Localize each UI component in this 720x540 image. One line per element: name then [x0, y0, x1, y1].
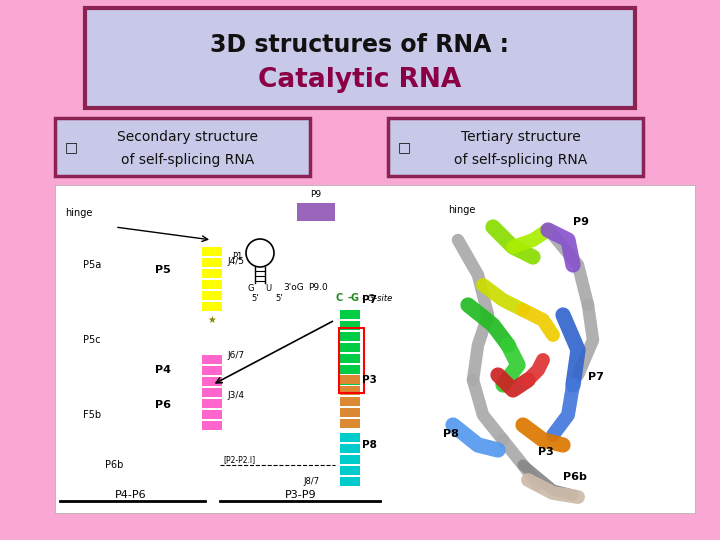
Text: P7: P7	[362, 295, 377, 305]
Text: P4: P4	[155, 365, 171, 375]
FancyBboxPatch shape	[340, 321, 360, 330]
Text: C: C	[335, 293, 342, 303]
Text: P3-P9: P3-P9	[285, 490, 317, 500]
Text: P4-P6: P4-P6	[115, 490, 147, 500]
FancyBboxPatch shape	[202, 410, 222, 419]
FancyBboxPatch shape	[340, 433, 360, 442]
Text: J6/7: J6/7	[227, 350, 244, 360]
FancyBboxPatch shape	[202, 366, 222, 375]
Text: P5: P5	[155, 265, 171, 275]
Text: P6b: P6b	[563, 472, 587, 482]
FancyBboxPatch shape	[340, 444, 360, 453]
Text: of self-splicing RNA: of self-splicing RNA	[121, 153, 254, 167]
FancyBboxPatch shape	[55, 185, 695, 513]
Text: 5': 5'	[251, 294, 258, 303]
Text: G: G	[248, 284, 254, 293]
Text: P8: P8	[443, 429, 459, 439]
FancyBboxPatch shape	[340, 354, 360, 363]
FancyBboxPatch shape	[340, 365, 360, 374]
FancyBboxPatch shape	[202, 399, 222, 408]
FancyBboxPatch shape	[202, 421, 222, 430]
FancyBboxPatch shape	[340, 397, 360, 406]
FancyBboxPatch shape	[202, 258, 222, 267]
Text: J4/5: J4/5	[227, 258, 244, 267]
Text: Tertiary structure: Tertiary structure	[461, 130, 580, 144]
Text: Catalytic RNA: Catalytic RNA	[258, 67, 462, 93]
Text: ★: ★	[207, 315, 217, 325]
FancyBboxPatch shape	[202, 280, 222, 289]
Text: of self-splicing RNA: of self-splicing RNA	[454, 153, 587, 167]
Text: J8/7: J8/7	[303, 476, 319, 485]
FancyBboxPatch shape	[340, 477, 360, 486]
Text: [P2-P2.I]: [P2-P2.I]	[223, 456, 255, 464]
Text: F5b: F5b	[83, 410, 101, 420]
Text: □: □	[398, 140, 411, 154]
Text: □: □	[65, 140, 78, 154]
Text: P7: P7	[588, 372, 604, 382]
Text: Secondary structure: Secondary structure	[117, 130, 258, 144]
Text: 3'oG: 3'oG	[283, 284, 304, 293]
FancyBboxPatch shape	[340, 375, 360, 384]
Text: P6: P6	[155, 400, 171, 410]
Text: P9: P9	[573, 217, 589, 227]
FancyBboxPatch shape	[202, 377, 222, 386]
Text: hinge: hinge	[448, 205, 475, 215]
FancyBboxPatch shape	[202, 355, 222, 364]
Text: P3: P3	[362, 375, 377, 385]
FancyBboxPatch shape	[340, 408, 360, 417]
Text: J3/4: J3/4	[227, 390, 244, 400]
FancyBboxPatch shape	[55, 118, 310, 176]
FancyBboxPatch shape	[340, 310, 360, 319]
FancyBboxPatch shape	[202, 291, 222, 300]
FancyBboxPatch shape	[388, 118, 643, 176]
Text: - G-site: - G-site	[362, 294, 392, 303]
FancyBboxPatch shape	[202, 247, 222, 256]
Text: P1: P1	[232, 252, 243, 261]
Text: P8: P8	[362, 440, 377, 450]
Text: P3: P3	[538, 447, 554, 457]
Text: P5a: P5a	[83, 260, 102, 270]
FancyBboxPatch shape	[297, 203, 335, 221]
FancyBboxPatch shape	[340, 332, 360, 341]
Text: P9.0: P9.0	[308, 284, 328, 293]
Text: P5c: P5c	[83, 335, 101, 345]
FancyBboxPatch shape	[340, 419, 360, 428]
FancyBboxPatch shape	[340, 466, 360, 475]
Text: U: U	[265, 284, 271, 293]
FancyBboxPatch shape	[202, 388, 222, 397]
FancyBboxPatch shape	[340, 343, 360, 352]
FancyBboxPatch shape	[340, 376, 360, 385]
FancyBboxPatch shape	[340, 455, 360, 464]
FancyBboxPatch shape	[202, 269, 222, 278]
Text: P9: P9	[310, 190, 322, 199]
Text: P6b: P6b	[105, 460, 123, 470]
Text: hinge: hinge	[65, 208, 92, 218]
FancyBboxPatch shape	[85, 8, 635, 108]
FancyBboxPatch shape	[202, 302, 222, 311]
Text: 3D structures of RNA :: 3D structures of RNA :	[210, 33, 510, 57]
FancyBboxPatch shape	[340, 386, 360, 395]
Text: -G: -G	[347, 293, 359, 303]
Text: 5': 5'	[275, 294, 282, 303]
